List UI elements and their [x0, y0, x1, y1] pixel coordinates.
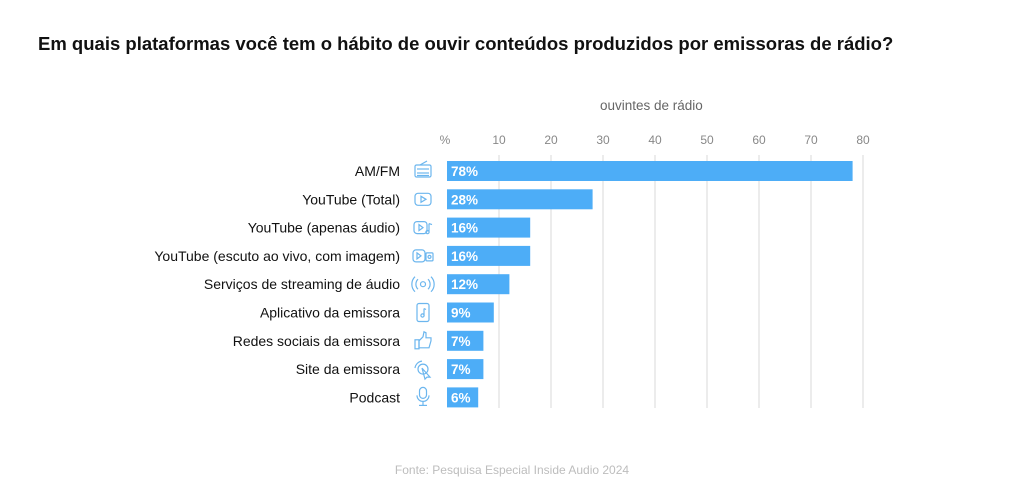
click-icon: [414, 360, 432, 381]
app-icon: [416, 302, 430, 323]
tick-label: 10: [492, 133, 506, 147]
bar: [447, 189, 593, 210]
bar: [447, 387, 479, 408]
tick-label: 40: [648, 133, 662, 147]
axis-title: ouvintes de rádio: [600, 98, 703, 113]
category-label: AM/FM: [355, 163, 400, 179]
value-label: 7%: [451, 334, 471, 349]
value-label: 16%: [451, 249, 478, 264]
value-label: 6%: [451, 390, 471, 405]
axis-unit-label: %: [440, 133, 451, 147]
bar: [447, 217, 531, 238]
category-label: YouTube (Total): [302, 191, 400, 207]
tick-label: 60: [752, 133, 766, 147]
category-label: Site da emissora: [296, 361, 400, 377]
bar: [447, 245, 531, 266]
tick-label: 50: [700, 133, 714, 147]
category-label: Redes sociais da emissora: [233, 333, 401, 349]
bar: [447, 161, 853, 181]
thumbs-up-icon: [414, 330, 432, 350]
youtube-icon: [414, 192, 432, 206]
value-label: 7%: [451, 362, 471, 377]
tick-label: 70: [804, 133, 818, 147]
radio-icon: [414, 160, 432, 178]
value-label: 28%: [451, 192, 478, 207]
value-label: 78%: [451, 164, 478, 179]
tick-label: 80: [856, 133, 870, 147]
bar: [447, 274, 510, 295]
chart-title: Em quais plataformas você tem o hábito d…: [38, 33, 894, 54]
category-label: Podcast: [349, 389, 400, 405]
value-label: 12%: [451, 277, 478, 292]
category-label: YouTube (apenas áudio): [248, 220, 400, 236]
source-note: Fonte: Pesquisa Especial Inside Audio 20…: [394, 463, 630, 477]
value-label: 16%: [451, 221, 478, 236]
youtube-audio-icon: [413, 221, 433, 235]
microphone-icon: [416, 386, 430, 406]
youtube-video-icon: [412, 249, 434, 263]
category-label: YouTube (escuto ao vivo, com imagem): [154, 248, 400, 264]
value-label: 9%: [451, 306, 471, 321]
bar: [447, 302, 494, 323]
category-label: Serviços de streaming de áudio: [204, 276, 400, 292]
category-label: Aplicativo da emissora: [260, 305, 400, 321]
bar: [447, 359, 484, 380]
tick-label: 20: [544, 133, 558, 147]
tick-label: 30: [596, 133, 610, 147]
streaming-icon: [411, 276, 435, 293]
bar: [447, 330, 484, 351]
